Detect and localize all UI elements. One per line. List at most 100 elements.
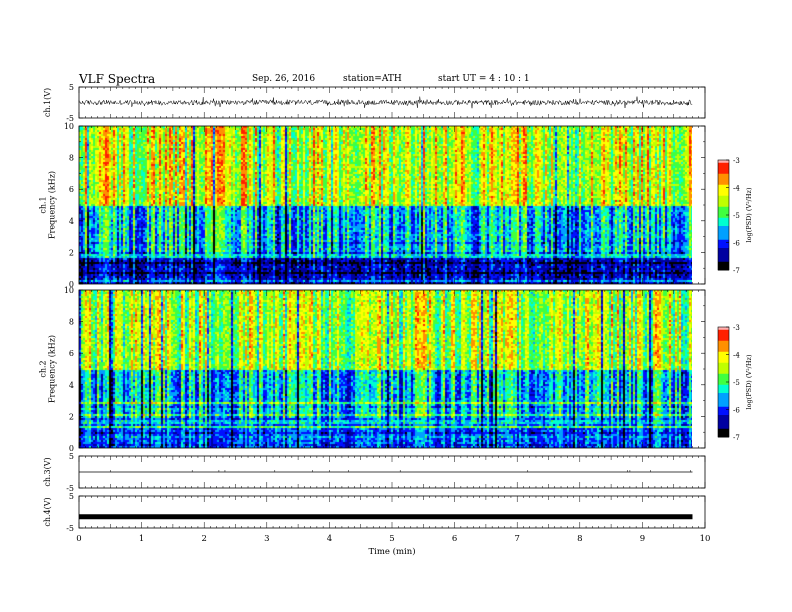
colorbar-tick-label: -5: [733, 212, 740, 220]
colorbar-segment: [718, 195, 729, 199]
colorbar-segment: [718, 261, 729, 265]
spectrogram-image: [79, 126, 692, 284]
colorbar-segment: [718, 220, 729, 224]
colorbar-segment: [718, 412, 729, 416]
colorbar-segment: [718, 179, 729, 183]
colorbar-segment: [718, 237, 729, 241]
colorbar-segment: [718, 406, 729, 410]
colorbar-segment: [718, 362, 729, 366]
y-tick-label: 5: [69, 452, 74, 461]
x-tick-label: 3: [264, 534, 269, 544]
colorbar-segment: [718, 395, 729, 399]
x-tick-label: 10: [700, 534, 711, 544]
x-tick-label: 1: [139, 534, 144, 544]
x-tick-label: 2: [201, 534, 206, 544]
colorbar-segment: [718, 332, 729, 336]
date-label: Sep. 26, 2016: [252, 74, 316, 84]
x-tick-label: 7: [514, 534, 519, 544]
colorbar-segment: [718, 415, 729, 419]
colorbar-segment: [718, 245, 729, 249]
colorbar-segment: [718, 182, 729, 186]
colorbar-segment: [718, 426, 729, 430]
colorbar-label: log(PSD) (V²/Hz): [745, 354, 753, 409]
colorbar-segment: [718, 239, 729, 243]
colorbar-segment: [718, 351, 729, 355]
colorbar-segment: [718, 398, 729, 402]
colorbar-segment: [718, 256, 729, 260]
colorbar-segment: [718, 168, 729, 172]
colorbar-segment: [718, 193, 729, 197]
colorbar-segment: [718, 226, 729, 230]
colorbar-tick-label: -7: [733, 434, 740, 442]
colorbar-tick-label: -4: [733, 352, 740, 360]
colorbar-segment: [718, 206, 729, 210]
colorbar-segment: [718, 223, 729, 227]
colorbar-segment: [718, 160, 729, 164]
colorbar-segment: [718, 259, 729, 263]
y-tick-label: 4: [69, 217, 74, 226]
start-time-label: start UT = 4 : 10 : 1: [438, 74, 530, 84]
colorbar-segment: [718, 409, 729, 413]
colorbar-segment: [718, 264, 729, 268]
colorbar-segment: [718, 428, 729, 432]
y-tick-label: 10: [64, 122, 74, 131]
y-tick-label: 8: [69, 154, 74, 163]
colorbar-segment: [718, 423, 729, 427]
colorbar-tick-label: -5: [733, 379, 740, 387]
colorbar-segment: [718, 228, 729, 232]
station-label: station=ATH: [343, 74, 402, 84]
colorbar-segment: [718, 234, 729, 238]
colorbar-segment: [718, 340, 729, 344]
colorbar-segment: [718, 173, 729, 177]
colorbar-segment: [718, 365, 729, 369]
colorbar-tick-label: -3: [733, 324, 740, 332]
colorbar-segment: [718, 165, 729, 169]
colorbar-segment: [718, 431, 729, 435]
spectrogram-image: [79, 290, 692, 448]
y-tick-label: 0: [69, 280, 74, 289]
colorbar-segment: [718, 368, 729, 372]
colorbar-segment: [718, 176, 729, 180]
y-axis-label: Frequency (kHz): [48, 171, 57, 239]
colorbar-segment: [718, 215, 729, 219]
x-axis-label: Time (min): [368, 546, 415, 557]
y-tick-label: 6: [69, 349, 74, 358]
colorbar-segment: [718, 404, 729, 408]
colorbar-segment: [718, 187, 729, 191]
colorbar-segment: [718, 184, 729, 188]
colorbar-tick-label: -3: [733, 157, 740, 165]
colorbar-segment: [718, 373, 729, 377]
colorbar-tick-label: -6: [733, 240, 740, 248]
colorbar-segment: [718, 343, 729, 347]
x-tick-label: 5: [389, 534, 394, 544]
ch1-waveform-line: [78, 96, 693, 109]
colorbar-segment: [718, 390, 729, 394]
y-tick-label: 10: [64, 286, 74, 295]
colorbar-tick-label: -4: [733, 185, 740, 193]
y-tick-label: 0: [69, 444, 74, 453]
colorbar-segment: [718, 335, 729, 339]
colorbar-segment: [718, 162, 729, 166]
colorbar-segment: [718, 346, 729, 350]
y-tick-label: 2: [69, 412, 74, 421]
colorbar-segment: [718, 248, 729, 252]
y-axis-label: ch.2: [39, 360, 48, 377]
colorbar-segment: [718, 250, 729, 254]
y-tick-label: -5: [66, 114, 74, 123]
colorbar-segment: [718, 231, 729, 235]
colorbar-segment: [718, 379, 729, 383]
colorbar-segment: [718, 204, 729, 208]
colorbar-segment: [718, 209, 729, 213]
y-tick-label: 2: [69, 248, 74, 257]
y-tick-label: 8: [69, 318, 74, 327]
colorbar-segment: [718, 338, 729, 342]
y-tick-label: -5: [66, 524, 74, 533]
colorbar-segment: [718, 357, 729, 361]
y-tick-label: 6: [69, 185, 74, 194]
colorbar-segment: [718, 329, 729, 333]
colorbar-tick-label: -6: [733, 407, 740, 415]
colorbar-segment: [718, 217, 729, 221]
colorbar-segment: [718, 242, 729, 246]
colorbar-segment: [718, 349, 729, 353]
